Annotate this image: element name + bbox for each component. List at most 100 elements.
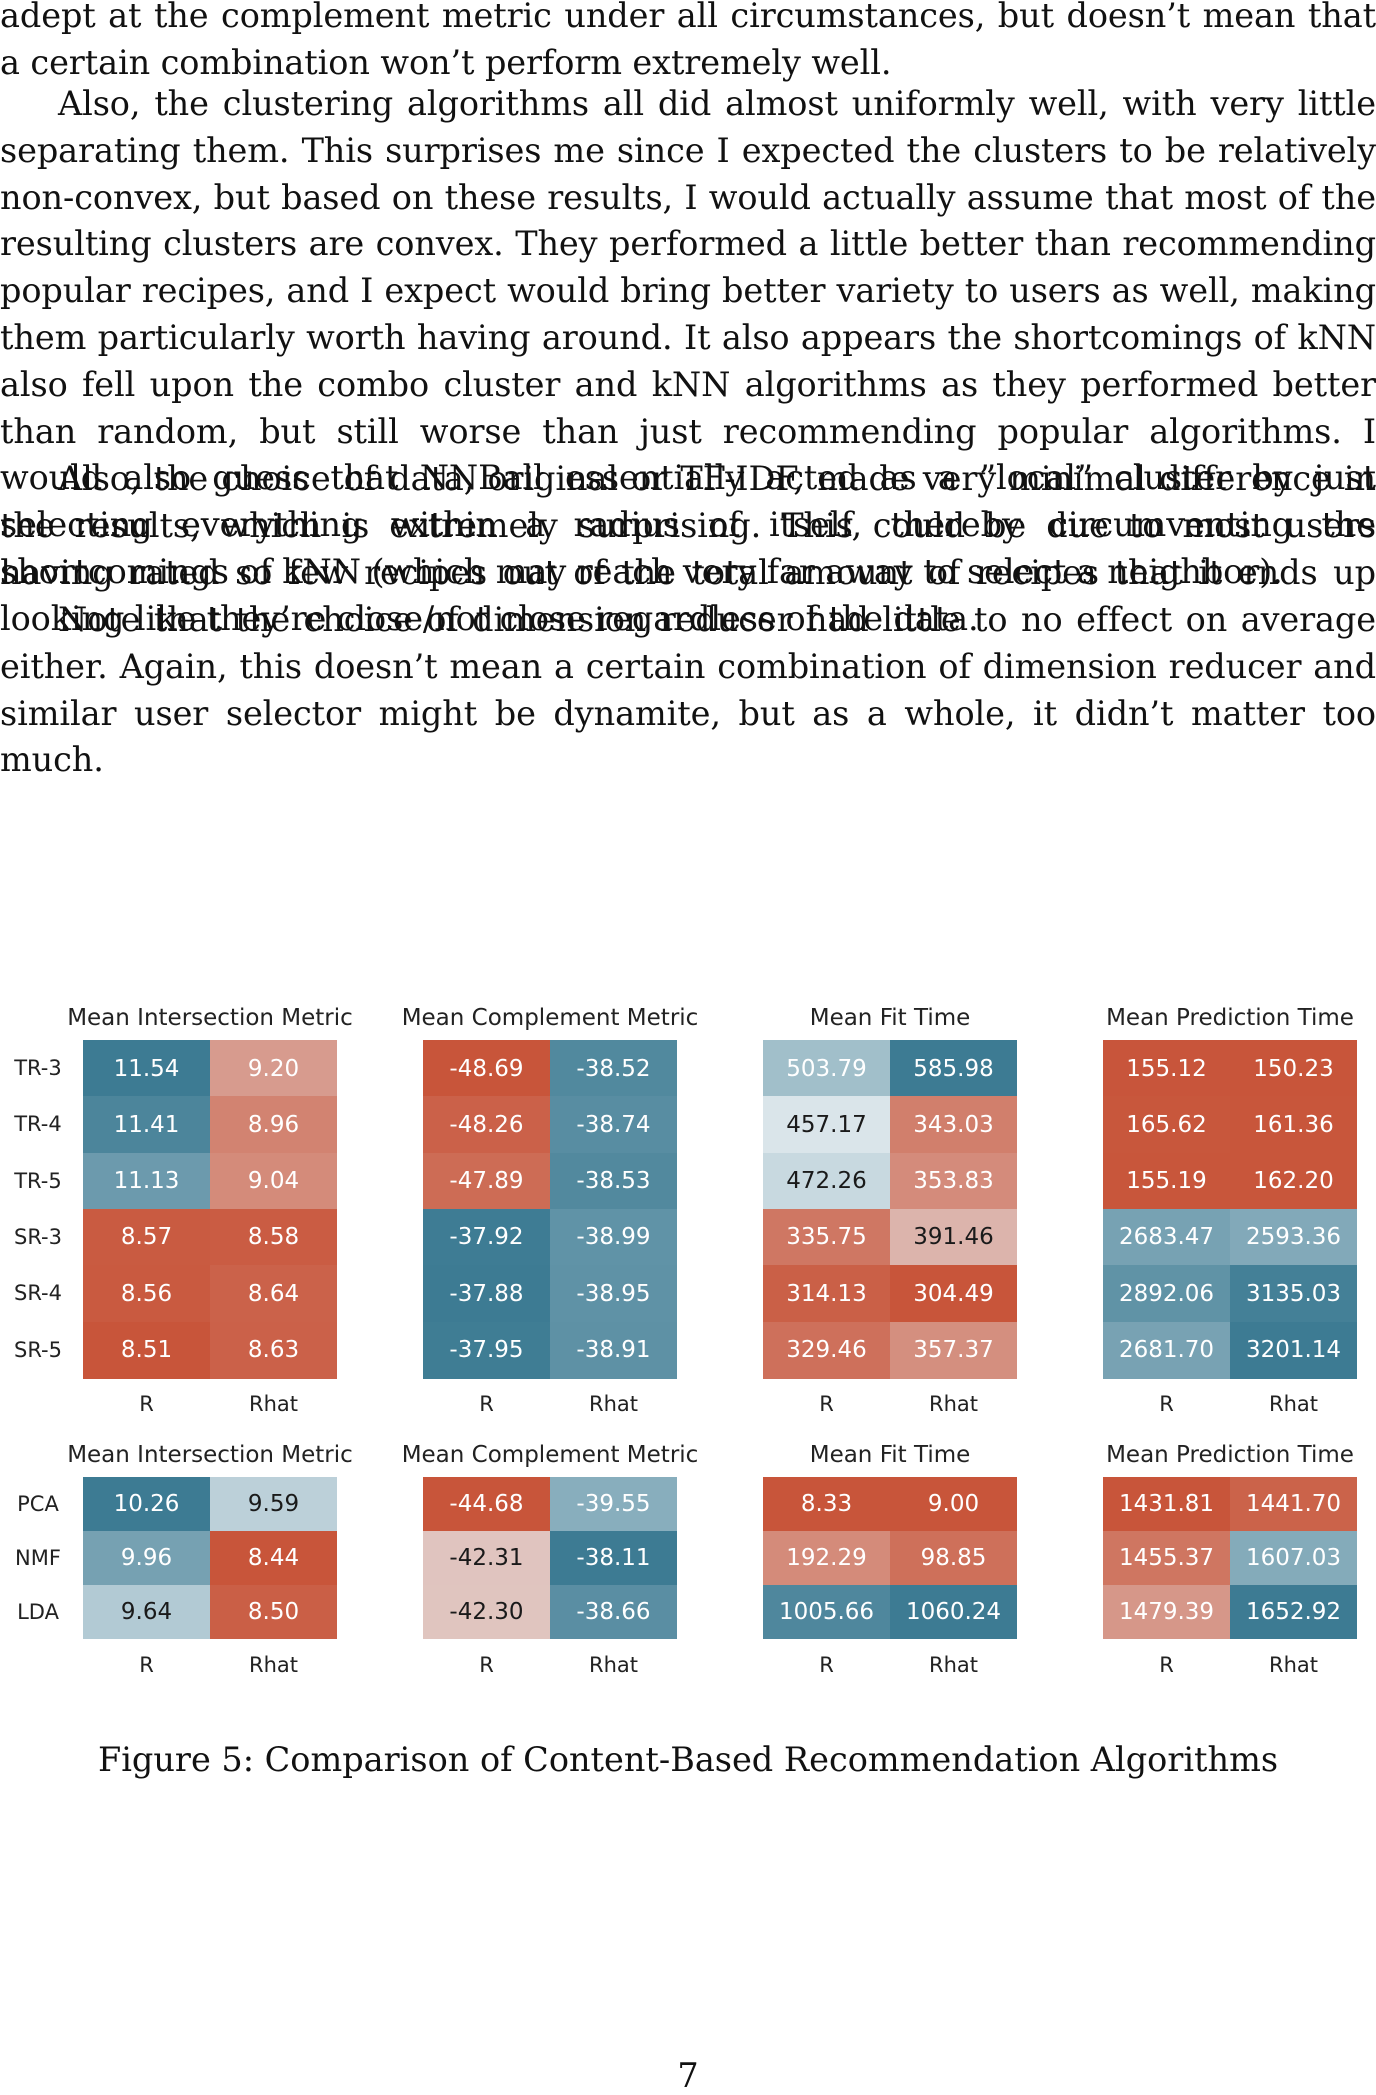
heatmap-cell: 155.12 [1103, 1040, 1230, 1097]
paragraph-1: adept at the complement metric under all… [0, 0, 1376, 82]
heatmap-column-label: Rhat [928, 1391, 978, 1416]
heatmap-cell: -38.52 [550, 1040, 677, 1097]
heatmap-cell: 8.63 [210, 1321, 337, 1379]
heatmap-panel: Mean Fit Time 8.33 9.00 192.29 98.85 1005.66 1… [763, 990, 1017, 1690]
heatmap-cell: 391.46 [890, 1208, 1017, 1266]
heatmap-cell: 353.83 [890, 1152, 1017, 1210]
heatmap-cell: 3135.03 [1230, 1265, 1357, 1323]
heatmap-panel: Mean Fit Time 503.79 585.98 457.17 343.03 472… [763, 990, 1017, 1690]
heatmap-cell: 343.03 [890, 1096, 1017, 1154]
paragraph-4: Note that the choice of dimension reduce… [0, 600, 1376, 780]
heatmap-cell: 11.41 [83, 1096, 210, 1154]
heatmap-cell: 161.36 [1230, 1096, 1357, 1154]
heatmap-cell: -48.69 [423, 1040, 550, 1097]
heatmap-cell: 8.57 [83, 1208, 210, 1266]
heatmap-cell: 192.29 [763, 1531, 890, 1585]
heatmap-cell: 9.96 [83, 1531, 210, 1585]
heatmap-cell: 8.56 [83, 1265, 210, 1323]
heatmap-cell: 1431.81 [1103, 1477, 1230, 1531]
heatmap-row-label: PCA [17, 1492, 59, 1516]
heatmap-cell: -38.91 [550, 1321, 677, 1379]
heatmap-title: Mean Prediction Time [1106, 1442, 1354, 1468]
heatmap-cell: 155.19 [1103, 1152, 1230, 1210]
heatmap-cell: 304.49 [890, 1265, 1017, 1323]
heatmap-cell: 2593.36 [1230, 1208, 1357, 1266]
heatmap-cell: -48.26 [423, 1096, 550, 1154]
heatmap-column-label: Rhat [248, 1391, 298, 1416]
heatmap-cell: 150.23 [1230, 1040, 1357, 1097]
heatmap-cell: 457.17 [763, 1096, 890, 1154]
heatmap-cell: 2683.47 [1103, 1208, 1230, 1266]
heatmap-column-label: R [139, 1391, 154, 1416]
heatmap-cell: 162.20 [1230, 1152, 1357, 1210]
heatmap-title: Mean Fit Time [809, 1442, 971, 1468]
heatmap-cell: 2681.70 [1103, 1321, 1230, 1379]
page-number: 7 [677, 2056, 699, 2095]
heatmap-cell: 329.46 [763, 1321, 890, 1379]
heatmap-column-label: Rhat [588, 1391, 638, 1416]
heatmap-column-label: Rhat [248, 1653, 298, 1677]
heatmap-panel: Mean Intersection Metric 10.26 9.59 9.96 8.4… [15, 990, 353, 1690]
heatmap-column-label: Rhat [1268, 1391, 1318, 1416]
figure-5-heatmaps: Mean Intersection Metric 11.54 9.20 11.41 8.… [0, 990, 1376, 1690]
paragraph-3: Also, the choice of data, original or TF… [0, 459, 1376, 639]
heatmap-cell: -38.11 [550, 1531, 677, 1585]
heatmap-cell: 8.51 [83, 1321, 210, 1379]
heatmap-cell: 3201.14 [1230, 1321, 1357, 1379]
paragraph-2: Also, the clustering algorithms all did … [0, 84, 1376, 591]
heatmap-panel: Mean Prediction Time 155.12 150.23 165.62 16… [1103, 990, 1357, 1690]
heatmap-cell: 9.20 [210, 1040, 337, 1097]
heatmap-panel: Mean Complement Metric -48.69 -38.52 -48.26… [402, 990, 699, 1690]
heatmap-title: Mean Complement Metric [401, 1442, 699, 1468]
heatmap-cell: 472.26 [763, 1152, 890, 1210]
heatmap-row-label: SR-4 [13, 1281, 62, 1306]
heatmap-cell: 8.64 [210, 1265, 337, 1323]
heatmap-cell: 1479.39 [1103, 1585, 1230, 1639]
heatmap-column-label: Rhat [588, 1653, 638, 1677]
heatmap-cell: -38.53 [550, 1152, 677, 1210]
heatmap-cell: 8.33 [763, 1477, 890, 1531]
heatmap-cell: 9.64 [83, 1585, 210, 1639]
heatmap-title: Mean Intersection Metric [67, 1005, 353, 1031]
heatmap-column-label: R [139, 1653, 154, 1677]
heatmap-panel: Mean Intersection Metric 11.54 9.20 11.41 8.… [14, 990, 353, 1690]
heatmap-cell: 8.50 [210, 1585, 337, 1639]
heatmap-title: Mean Complement Metric [401, 1005, 699, 1031]
heatmap-cell: 1652.92 [1230, 1585, 1357, 1639]
heatmap-cell: 1607.03 [1230, 1531, 1357, 1585]
heatmap-cell: 8.44 [210, 1531, 337, 1585]
heatmap-column-label: R [479, 1391, 494, 1416]
heatmap-cell: -42.30 [423, 1585, 550, 1639]
heatmap-cell: 1441.70 [1230, 1477, 1357, 1531]
heatmap-row-label: TR-4 [14, 1112, 62, 1137]
heatmap-row-label: NMF [15, 1546, 61, 1570]
heatmap-cell: -42.31 [423, 1531, 550, 1585]
heatmap-column-label: R [479, 1653, 494, 1677]
heatmap-cell: -37.92 [423, 1208, 550, 1266]
heatmap-cell: -38.95 [550, 1265, 677, 1323]
heatmap-panel: Mean Prediction Time 1431.81 1441.70 1455.3… [1103, 990, 1357, 1690]
heatmap-title: Mean Fit Time [809, 1005, 971, 1031]
heatmap-cell: -47.89 [423, 1152, 550, 1210]
heatmap-cell: 1060.24 [890, 1585, 1017, 1639]
heatmap-column-label: R [819, 1391, 834, 1416]
heatmap-cell: 9.00 [890, 1477, 1017, 1531]
heatmap-cell: -44.68 [423, 1477, 550, 1531]
heatmap-cell: -39.55 [550, 1477, 677, 1531]
heatmap-cell: 9.59 [210, 1477, 337, 1531]
heatmap-cell: 98.85 [890, 1531, 1017, 1585]
heatmap-cell: 314.13 [763, 1265, 890, 1323]
heatmap-row-label: LDA [17, 1600, 59, 1624]
heatmap-cell: 11.54 [83, 1040, 210, 1097]
heatmap-cell: 10.26 [83, 1477, 210, 1531]
heatmap-cell: -37.88 [423, 1265, 550, 1323]
heatmap-column-label: R [1159, 1653, 1174, 1677]
heatmap-cell: 165.62 [1103, 1096, 1230, 1154]
heatmap-cell: -37.95 [423, 1321, 550, 1379]
figure-caption: Figure 5: Comparison of Content-Based Re… [97, 1740, 1279, 1779]
heatmap-row-label: TR-3 [14, 1056, 62, 1081]
heatmap-cell: 11.13 [83, 1152, 210, 1210]
heatmap-cell: -38.99 [550, 1208, 677, 1266]
heatmap-cell: 1005.66 [763, 1585, 890, 1639]
